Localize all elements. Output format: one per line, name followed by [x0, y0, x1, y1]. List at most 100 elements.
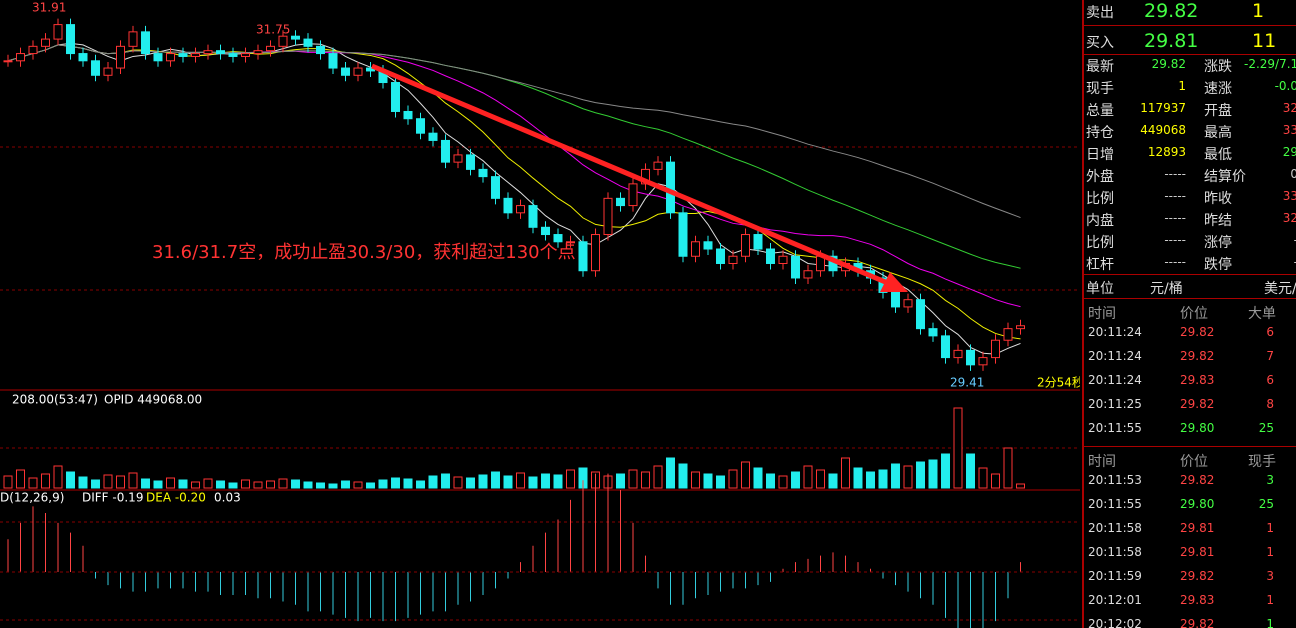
volume-bar: [853, 467, 863, 489]
candle-body: [303, 38, 313, 47]
text: 20:11:24: [1088, 325, 1142, 339]
volume-bar: [216, 480, 225, 489]
text: 卖出: [1086, 5, 1114, 21]
candle-body: [116, 45, 125, 69]
candle-body: [766, 248, 775, 264]
text: 美元/: [1264, 281, 1296, 297]
text: 大单: [1248, 306, 1276, 322]
text: 1: [1266, 521, 1274, 535]
candle-body: [516, 205, 525, 214]
candle-body: [403, 110, 413, 120]
arrow: [371, 63, 891, 287]
volume-bar: [16, 469, 25, 489]
quote-panel: 卖出 29.82 1 买入 29.81 11 最新 29.82 涨跌 -2.29/7.1 现手 1 速涨…: [1082, 0, 1296, 628]
candle-body: [28, 45, 38, 55]
text: 29.80: [1180, 421, 1215, 435]
candle-body: [191, 53, 200, 57]
candle-body: [3, 60, 13, 63]
volume-bar: [753, 467, 763, 489]
candle-body: [678, 212, 688, 257]
candle-body: [1016, 325, 1025, 330]
candle-body: [953, 349, 963, 359]
grid: [0, 146, 1080, 621]
candle-body: [241, 53, 250, 57]
volume-bar: [716, 475, 725, 489]
candle-body: [291, 35, 300, 40]
candle-body: [966, 349, 975, 366]
text: 最新: [1086, 59, 1114, 75]
candle-body: [891, 291, 900, 308]
text: 3: [1266, 569, 1274, 583]
candle-body: [491, 176, 500, 199]
volume-bar: [28, 477, 38, 489]
candle-body: [528, 205, 538, 228]
text: 7: [1266, 349, 1274, 363]
separator: [1084, 298, 1296, 299]
text: 20:11:55: [1088, 497, 1142, 511]
text: 29.82: [1151, 57, 1186, 71]
text: 29.80: [1180, 497, 1215, 511]
text: 价位: [1180, 454, 1208, 470]
volume-bar: [391, 477, 400, 489]
volume-bar: [278, 478, 288, 489]
text: 时间: [1088, 306, 1116, 322]
text: 现手: [1086, 81, 1114, 97]
text: 价位: [1180, 306, 1208, 322]
text: 29.81: [1144, 30, 1199, 52]
text: 1: [1266, 593, 1274, 607]
volume-bar: [703, 473, 713, 489]
volume-bar: [316, 482, 325, 489]
volume-bar: [466, 477, 475, 489]
volume-bar: [728, 469, 738, 489]
annotation: 31.6/31.7空，成功止盈30.3/30，获利超过130个点: [152, 242, 576, 263]
candle-body: [78, 53, 88, 62]
candle-body: [41, 38, 50, 47]
text: 时间: [1088, 454, 1116, 470]
text: 比例: [1086, 235, 1114, 251]
text: 开盘: [1204, 103, 1232, 119]
volume-bar: [141, 478, 150, 489]
candle-body: [91, 60, 100, 76]
text: 日增: [1086, 147, 1114, 163]
text: 29.82: [1144, 0, 1199, 22]
volume-bar: [791, 471, 800, 489]
candle-body: [653, 161, 663, 170]
volume-bar: [678, 463, 688, 489]
volume-bar: [566, 469, 575, 489]
volume-bar: [916, 461, 925, 489]
text: 0: [1244, 167, 1296, 181]
candle-body: [553, 234, 563, 243]
candle-body: [803, 270, 813, 279]
text: 总量: [1086, 103, 1114, 119]
candle-body: [716, 248, 725, 264]
moving-average: [7, 42, 1021, 355]
text: 29.83: [1180, 593, 1215, 607]
volume-bar: [153, 480, 163, 489]
text: 20:11:58: [1088, 521, 1142, 535]
candle-body: [928, 328, 938, 337]
timer: 2分54秒: [1037, 376, 1080, 390]
candle-body: [228, 53, 238, 57]
volume-bar: [903, 465, 913, 489]
volume-bar: [503, 475, 513, 489]
candle-body: [16, 53, 25, 62]
vol-info: OPID 449068.00: [104, 393, 202, 407]
text: 1: [1266, 545, 1274, 559]
candle-body: [466, 154, 475, 170]
volume-bar: [241, 479, 250, 489]
text: 结算价: [1204, 169, 1246, 185]
candle-body: [66, 24, 75, 55]
text: 持仓: [1086, 125, 1114, 141]
volume-bar: [841, 457, 850, 489]
text: 涨跌: [1204, 59, 1232, 75]
text: 昨结: [1204, 213, 1232, 229]
volume-bar: [66, 471, 75, 489]
volume-bar: [778, 475, 788, 489]
candle-body: [103, 67, 113, 76]
text: -----: [1164, 189, 1186, 203]
volume-bar: [941, 453, 950, 489]
volume-bar: [203, 478, 213, 489]
separator: [1084, 274, 1296, 275]
candle-body: [603, 197, 613, 236]
candle-body: [978, 357, 988, 366]
